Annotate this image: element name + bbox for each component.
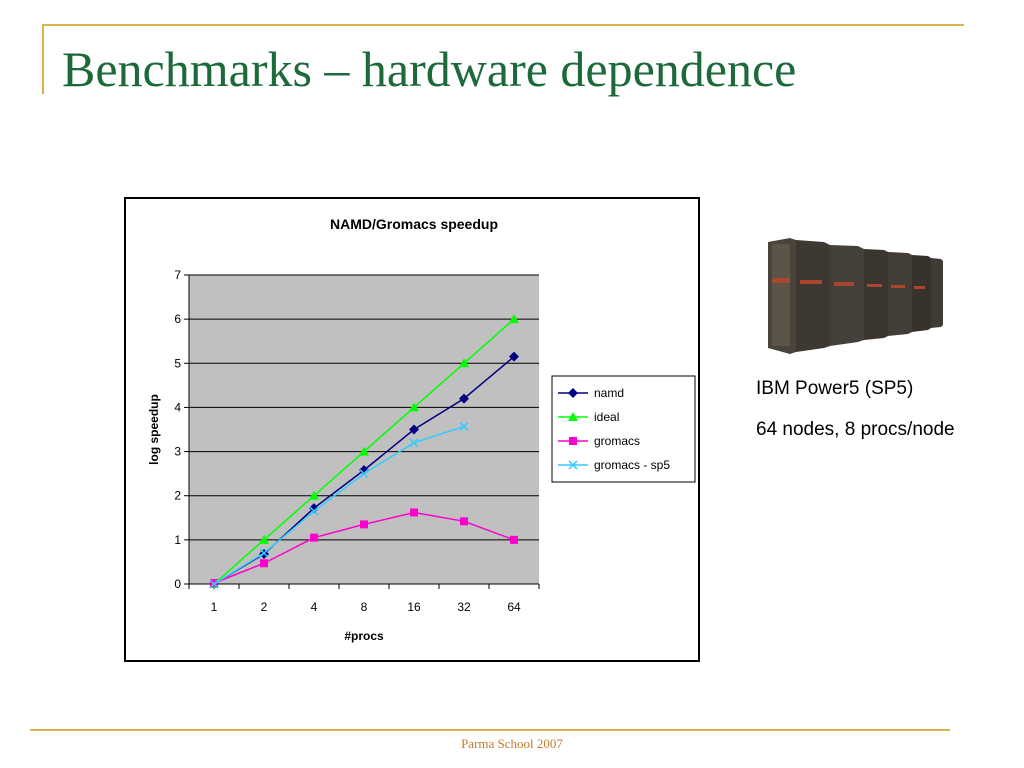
point-gromacs-sp5-stroke xyxy=(309,506,319,516)
rack-2 xyxy=(796,240,830,352)
frame-top-rule xyxy=(42,24,964,26)
series-line-gromacs-sp5 xyxy=(213,425,465,585)
point-ideal xyxy=(509,314,519,324)
footer-rule xyxy=(30,729,950,731)
point-gromacs-sp5-stroke xyxy=(359,469,369,479)
x-tick-label: 2 xyxy=(261,600,268,614)
frame-left-rule xyxy=(42,24,44,94)
rack-1-face xyxy=(772,244,790,346)
rack-1-stripe xyxy=(772,278,790,283)
y-axis-label: log speedup xyxy=(147,394,161,465)
x-tick-label: 1 xyxy=(211,600,218,614)
rack-4-stripe xyxy=(867,284,882,287)
chart-container: NAMD/Gromacs speedup 0 1 2 3 4 5 6 7 1 2 4 8 16 32 64 #p… xyxy=(124,197,700,662)
rack-3-stripe xyxy=(834,282,854,286)
point-namd xyxy=(409,424,419,435)
x-tick-label: 4 xyxy=(311,600,318,614)
point-gromacs-sp5 xyxy=(359,469,369,479)
point-namd xyxy=(459,393,469,404)
legend-label-gromacs: gromacs xyxy=(594,434,640,448)
point-ideal xyxy=(459,358,469,368)
y-tick-label: 5 xyxy=(174,356,181,370)
point-ideal xyxy=(309,490,319,500)
slide-title: Benchmarks – hardware dependence xyxy=(62,41,797,97)
point-gromacs xyxy=(310,533,318,542)
legend-label-ideal: ideal xyxy=(594,410,619,424)
point-gromacs xyxy=(410,508,418,517)
legend-marker-gromacs xyxy=(569,437,577,445)
point-ideal xyxy=(359,446,369,456)
plot-area xyxy=(189,275,539,584)
x-axis-label: #procs xyxy=(344,629,384,643)
legend-marker-ideal xyxy=(568,412,578,421)
legend-label-gromacs-sp5: gromacs - sp5 xyxy=(594,458,670,472)
y-tick-label: 2 xyxy=(174,489,181,503)
rack-3 xyxy=(830,245,864,346)
x-tick-label: 64 xyxy=(507,600,521,614)
speedup-chart: NAMD/Gromacs speedup 0 1 2 3 4 5 6 7 1 2 4 8 16 32 64 #p… xyxy=(147,216,696,643)
footer-text: Parma School 2007 xyxy=(461,736,563,751)
rack-6-stripe xyxy=(914,286,925,289)
y-tick-label: 6 xyxy=(174,312,181,326)
rack-5 xyxy=(888,252,912,336)
point-gromacs xyxy=(260,559,268,568)
y-tick-label: 1 xyxy=(174,533,181,547)
point-namd xyxy=(509,351,519,362)
y-tick-label: 4 xyxy=(174,400,181,414)
x-tick-label: 32 xyxy=(457,600,471,614)
point-ideal xyxy=(409,402,419,412)
rack-4 xyxy=(864,249,888,340)
y-tick-label: 0 xyxy=(174,577,181,591)
point-gromacs xyxy=(460,517,468,526)
point-gromacs-sp5 xyxy=(409,438,419,448)
point-gromacs xyxy=(510,535,518,544)
legend-marker-gromacs-sp5 xyxy=(568,460,578,470)
chart-title: NAMD/Gromacs speedup xyxy=(330,216,498,232)
rack-2-stripe xyxy=(800,280,822,284)
point-gromacs-sp5-stroke xyxy=(409,438,419,448)
rack-6 xyxy=(912,255,931,332)
x-tick-label: 16 xyxy=(407,600,421,614)
point-gromacs-sp5-stroke xyxy=(259,548,269,558)
point-gromacs-sp5 xyxy=(459,421,469,431)
caption-system: IBM Power5 (SP5) xyxy=(756,378,914,399)
point-gromacs-sp5-stroke xyxy=(459,421,469,431)
point-namd xyxy=(309,503,319,514)
legend-marker-namd xyxy=(568,388,578,398)
rack-7 xyxy=(931,258,943,328)
y-tick-label: 7 xyxy=(174,268,181,282)
rack-5-stripe xyxy=(891,285,905,288)
legend-marker-gromacs-sp5-stroke xyxy=(568,460,578,470)
point-gromacs-sp5 xyxy=(309,506,319,516)
point-gromacs-sp5 xyxy=(209,579,219,589)
legend-label-namd: namd xyxy=(594,386,624,400)
y-tick-label: 3 xyxy=(174,445,181,459)
caption-nodes: 64 nodes, 8 procs/node xyxy=(756,419,955,440)
x-tick-label: 8 xyxy=(361,600,368,614)
point-gromacs-sp5 xyxy=(259,548,269,558)
point-gromacs xyxy=(360,520,368,529)
server-rack-image xyxy=(768,238,943,354)
point-ideal xyxy=(259,534,269,544)
point-gromacs-sp5-stroke xyxy=(209,579,219,589)
